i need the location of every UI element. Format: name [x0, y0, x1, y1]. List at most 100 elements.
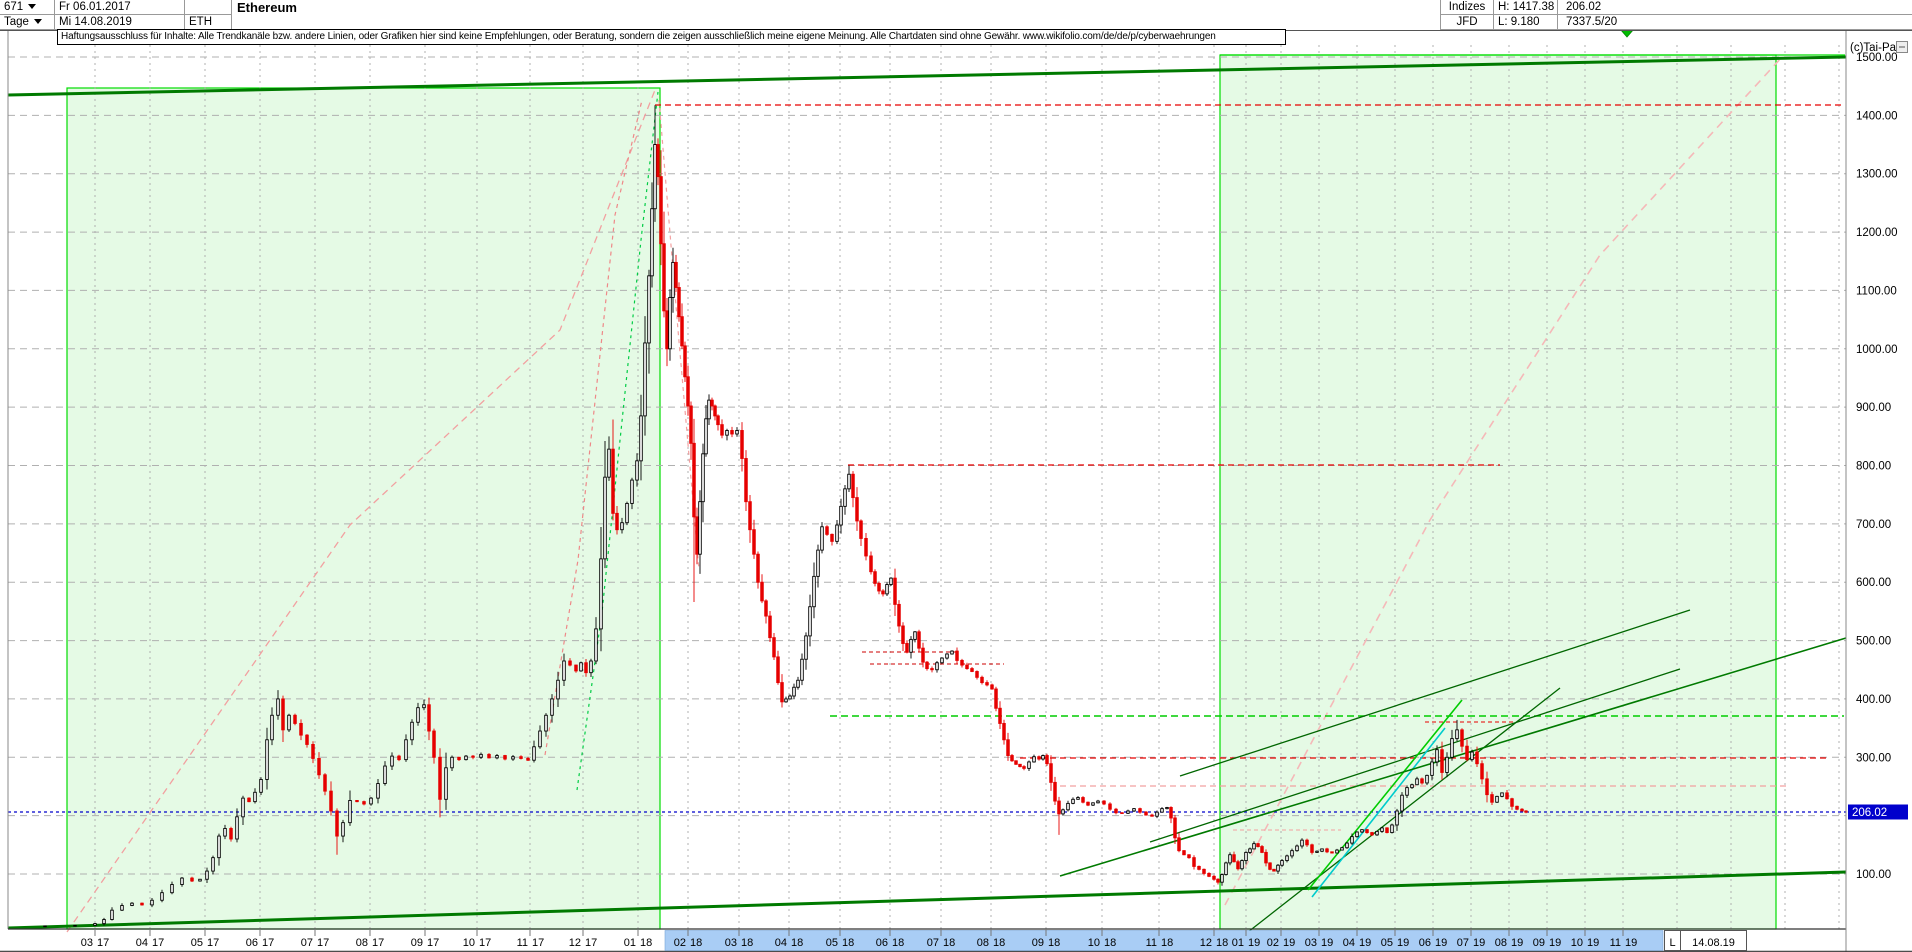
- last-bar-date-cell: [1680, 930, 1747, 951]
- x-tick-year: 19: [1549, 937, 1561, 949]
- x-tick-month: 01: [624, 937, 636, 949]
- x-tick-year: 17: [427, 937, 439, 949]
- feed-label: JFD: [1440, 15, 1494, 30]
- x-tick-year: 18: [640, 937, 652, 949]
- x-tick-month: 10: [1571, 937, 1583, 949]
- trend-ray-dashed: [66, 89, 656, 933]
- x-tick-month: 12: [1200, 937, 1212, 949]
- trend-line: [1307, 699, 1463, 891]
- x-tick-month: 04: [775, 937, 787, 949]
- x-tick-year: 17: [372, 937, 384, 949]
- x-tick-month: 11: [1610, 937, 1621, 949]
- last-price-value: 206.02: [1558, 0, 1912, 15]
- x-tick-month: 05: [191, 937, 203, 949]
- trend-line: [1224, 687, 1561, 951]
- x-tick-year: 19: [1625, 937, 1637, 949]
- x-tick-month: 08: [977, 937, 989, 949]
- last-price-badge: [1848, 804, 1908, 820]
- date-range-selection-band[interactable]: [664, 930, 1664, 951]
- range-low-value: L: 9.180: [1494, 15, 1558, 30]
- price-axis-label: 700.00: [1856, 519, 1891, 531]
- x-tick-year: 18: [943, 937, 955, 949]
- x-tick-month: 03: [725, 937, 737, 949]
- x-tick-month: 05: [826, 937, 838, 949]
- trend-line: [1149, 668, 1681, 843]
- x-tick-year: 19: [1511, 937, 1523, 949]
- disclaimer-note: Haftungsausschluss für Inhalte: Alle Tre…: [57, 29, 1286, 45]
- x-tick-year: 19: [1248, 937, 1260, 949]
- x-tick-year: 18: [993, 937, 1005, 949]
- x-tick-year: 17: [262, 937, 274, 949]
- x-tick-month: 09: [1533, 937, 1545, 949]
- copyright-label: (c)Tai-Pan: [1850, 42, 1902, 54]
- symbol-cell: ETH: [185, 15, 232, 30]
- trend-line: [7, 55, 1847, 97]
- price-axis-label: 1300.00: [1856, 169, 1898, 181]
- x-tick-month: 07: [1457, 937, 1469, 949]
- trend-channel-box: [1219, 54, 1777, 930]
- trend-line: [1311, 727, 1446, 898]
- x-tick-month: 05: [1381, 937, 1393, 949]
- x-tick-year: 19: [1359, 937, 1371, 949]
- x-tick-year: 18: [741, 937, 753, 949]
- start-date-field[interactable]: Fr 06.01.2017: [55, 0, 185, 15]
- price-axis-label: 1500.00: [1856, 52, 1898, 64]
- x-tick-year: 18: [842, 937, 854, 949]
- chevron-down-icon: [33, 19, 42, 25]
- price-axis-label: 1100.00: [1856, 285, 1897, 297]
- period-dropdown[interactable]: Tage: [0, 15, 55, 30]
- x-tick-year: 19: [1435, 937, 1447, 949]
- x-tick-month: 09: [1032, 937, 1044, 949]
- x-tick-month: 12: [569, 937, 581, 949]
- x-tick-year: 17: [207, 937, 219, 949]
- last-price-badge-value: 206.02: [1852, 807, 1887, 819]
- x-tick-month: 06: [246, 937, 258, 949]
- price-axis-label: 800.00: [1856, 460, 1891, 472]
- x-tick-year: 19: [1283, 937, 1295, 949]
- x-tick-month: 08: [356, 937, 368, 949]
- x-tick-month: 11: [517, 937, 528, 949]
- x-tick-year: 19: [1473, 937, 1485, 949]
- x-tick-year: 19: [1321, 937, 1333, 949]
- x-tick-year: 17: [532, 937, 544, 949]
- x-tick-month: 08: [1495, 937, 1507, 949]
- instrument-title: Ethereum: [237, 0, 297, 15]
- trend-ray-dashed: [576, 91, 659, 791]
- candles: [43, 105, 1528, 928]
- end-date-field[interactable]: Mi 14.08.2019: [55, 15, 185, 30]
- trend-line: [7, 870, 1847, 930]
- x-tick-month: 02: [674, 937, 686, 949]
- last-bar-flag: L: [1669, 937, 1675, 949]
- x-tick-year: 18: [1216, 937, 1228, 949]
- x-tick-year: 19: [1397, 937, 1409, 949]
- x-tick-month: 10: [463, 937, 475, 949]
- x-tick-month: 03: [81, 937, 93, 949]
- last-bar-date: 14.08.19: [1692, 937, 1735, 949]
- x-tick-year: 18: [1104, 937, 1116, 949]
- price-axis-label: 300.00: [1856, 752, 1891, 764]
- price-axis-label: 1000.00: [1856, 344, 1898, 356]
- x-tick-year: 18: [690, 937, 702, 949]
- x-tick-month: 11: [1146, 937, 1157, 949]
- x-tick-month: 06: [1419, 937, 1431, 949]
- x-tick-year: 17: [585, 937, 597, 949]
- x-tick-year: 18: [791, 937, 803, 949]
- price-axis-label: 1200.00: [1856, 227, 1898, 239]
- x-tick-month: 10: [1088, 937, 1100, 949]
- x-tick-month: 09: [411, 937, 423, 949]
- x-tick-year: 17: [152, 937, 164, 949]
- bar-count-dropdown[interactable]: 671: [0, 0, 55, 15]
- x-tick-month: 01: [1232, 937, 1244, 949]
- x-tick-year: 17: [479, 937, 491, 949]
- x-tick-month: 03: [1305, 937, 1317, 949]
- x-tick-month: 07: [927, 937, 939, 949]
- x-tick-year: 18: [1048, 937, 1060, 949]
- price-axis-label: 1400.00: [1856, 110, 1898, 122]
- x-tick-month: 04: [136, 937, 148, 949]
- trend-ray-dashed: [544, 99, 643, 756]
- volume-value: 7337.5/20: [1558, 15, 1912, 30]
- price-axis-label: 600.00: [1856, 577, 1891, 589]
- trend-ray-dashed: [1224, 56, 1783, 906]
